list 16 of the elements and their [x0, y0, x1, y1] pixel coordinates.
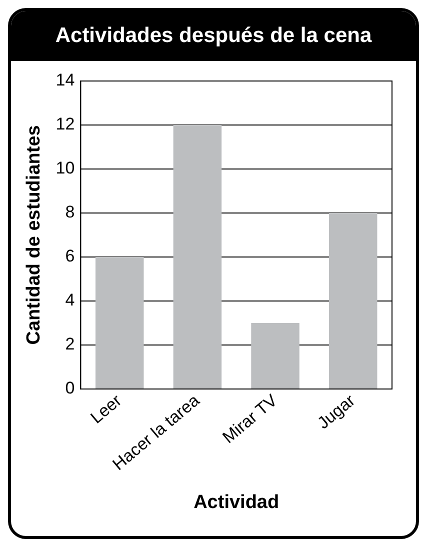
- y-tick-label: 6: [65, 246, 75, 266]
- chart-title: Actividades después de la cena: [11, 11, 416, 61]
- bar: [95, 256, 144, 388]
- y-tick-label: 12: [56, 114, 75, 134]
- y-tick-label: 14: [56, 70, 75, 90]
- bar: [173, 124, 222, 388]
- x-tick-label: Leer: [86, 390, 126, 428]
- y-tick-label: 4: [65, 290, 75, 310]
- y-tick-label: 0: [65, 378, 75, 398]
- bar: [251, 322, 300, 388]
- y-axis-title: Cantidad de estudiantes: [24, 125, 45, 345]
- y-tick-label: 10: [56, 158, 75, 178]
- x-axis-title: Actividad: [194, 492, 280, 513]
- y-tick-label: 8: [65, 202, 75, 222]
- y-tick-label: 2: [65, 334, 75, 354]
- bar: [328, 212, 378, 388]
